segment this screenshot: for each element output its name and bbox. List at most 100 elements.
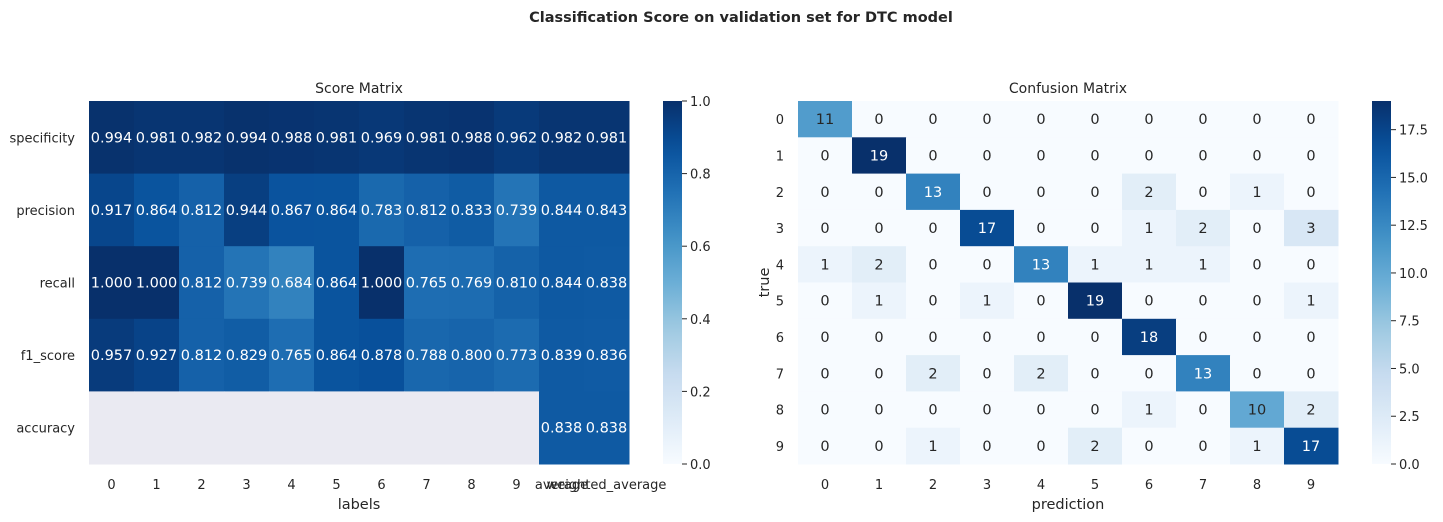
cell-value-label: 0 — [874, 366, 883, 382]
heatmap-cell — [852, 282, 907, 320]
cell-value-label: 0.783 — [361, 203, 403, 219]
cell-value-label: 1 — [1306, 294, 1315, 310]
cell-value-label: 0.864 — [136, 203, 178, 219]
heatmap-cell — [852, 101, 907, 138]
x-tick-label: 3 — [242, 478, 250, 493]
heatmap-cell — [314, 101, 360, 175]
heatmap-cell — [852, 209, 907, 247]
heatmap-cell — [134, 101, 180, 175]
cell-value-label: 1 — [982, 294, 991, 310]
heatmap-cell — [1230, 209, 1285, 247]
cell-value-label: 0 — [874, 330, 883, 346]
heatmap-cell — [1284, 318, 1339, 356]
cell-value-label: 0 — [928, 403, 937, 419]
heatmap-cell — [1176, 282, 1231, 320]
heatmap-cell — [584, 173, 630, 247]
heatmap-cell — [1122, 427, 1177, 465]
cell-value-label: 0.844 — [541, 276, 583, 292]
cell-value-label: 0 — [982, 257, 991, 273]
colorbar-tick-label: 10.0 — [1399, 267, 1428, 282]
cell-value-label: 0 — [982, 366, 991, 382]
heatmap-cell — [1014, 101, 1069, 138]
cell-value-label: 0.838 — [586, 421, 628, 437]
cell-value-label: 0.684 — [271, 276, 313, 292]
cell-value-label: 0 — [928, 221, 937, 237]
heatmap-cell — [449, 246, 495, 320]
heatmap-cell-empty — [314, 391, 360, 465]
colorbar-tick-label: 0.4 — [690, 313, 711, 328]
heatmap-cell — [960, 209, 1015, 247]
cell-value-label: 0.988 — [451, 130, 493, 146]
heatmap-cell — [906, 355, 961, 392]
heatmap-cell — [852, 391, 907, 429]
cell-value-label: 18 — [1140, 330, 1158, 346]
y-tick-label: recall — [40, 277, 75, 292]
heatmap-cell — [314, 173, 360, 247]
cell-value-label: 0 — [1252, 257, 1261, 273]
heatmap-cell-empty — [134, 391, 180, 465]
cell-value-label: 11 — [816, 112, 834, 128]
heatmap-cell — [224, 246, 270, 320]
cell-value-label: 1 — [874, 294, 883, 310]
cell-value-label: 0 — [1198, 330, 1207, 346]
heatmap-cell — [89, 101, 135, 175]
heatmap-cell — [906, 137, 961, 175]
cell-value-label: 0 — [1198, 148, 1207, 164]
heatmap-cell — [359, 246, 405, 320]
cell-value-label: 0.838 — [541, 421, 583, 437]
heatmap-cell — [798, 137, 853, 175]
heatmap-cell — [960, 318, 1015, 356]
cell-value-label: 13 — [1194, 366, 1212, 382]
x-tick-label: 3 — [983, 478, 991, 493]
heatmap-cell — [539, 391, 585, 465]
heatmap-cell — [584, 246, 630, 320]
cell-value-label: 0.739 — [226, 276, 268, 292]
heatmap-cell — [1014, 318, 1069, 356]
heatmap-cell — [852, 318, 907, 356]
cell-value-label: 0 — [928, 257, 937, 273]
cell-value-label: 0 — [1306, 185, 1315, 201]
colorbar-tick-label: 15.0 — [1399, 171, 1428, 186]
heatmap-cell — [798, 391, 853, 429]
cell-value-label: 0 — [1090, 185, 1099, 201]
cell-value-label: 0 — [1090, 330, 1099, 346]
heatmap-cell — [404, 101, 450, 175]
cell-value-label: 17 — [1302, 439, 1320, 455]
heatmap-cell-empty — [89, 391, 135, 465]
heatmap-cell — [1068, 427, 1123, 465]
cell-value-label: 0 — [1198, 112, 1207, 128]
cell-value-label: 0 — [874, 439, 883, 455]
cell-value-label: 0.957 — [91, 348, 133, 364]
heatmap-cell-empty — [269, 391, 315, 465]
heatmap-cell — [1014, 137, 1069, 175]
heatmap-cell — [798, 282, 853, 320]
heatmap-cell — [906, 282, 961, 320]
cell-value-label: 0 — [982, 148, 991, 164]
x-tick-label: 1 — [875, 478, 883, 493]
y-tick-label: f1_score — [21, 349, 75, 364]
cell-value-label: 0 — [1144, 148, 1153, 164]
cell-value-label: 0 — [1036, 403, 1045, 419]
heatmap-cell — [494, 318, 540, 392]
cell-value-label: 0 — [820, 330, 829, 346]
y-tick-label: 0 — [776, 113, 784, 128]
heatmap-cell — [1014, 391, 1069, 429]
heatmap-cell — [1014, 209, 1069, 247]
heatmap-cell — [269, 101, 315, 175]
heatmap-cell — [359, 101, 405, 175]
colorbar-tick-label: 5.0 — [1399, 362, 1420, 377]
cell-value-label: 0 — [1036, 148, 1045, 164]
cell-value-label: 0.981 — [406, 130, 448, 146]
cell-value-label: 0 — [874, 221, 883, 237]
cell-value-label: 0 — [1090, 148, 1099, 164]
heatmap-cell — [1122, 318, 1177, 356]
heatmap-cell — [1014, 355, 1069, 392]
heatmap-cell — [1284, 209, 1339, 247]
heatmap-cell — [960, 173, 1015, 211]
y-tick-label: 7 — [776, 367, 784, 382]
heatmap-cell — [1230, 137, 1285, 175]
heatmap-cell — [798, 427, 853, 465]
heatmap-cell — [798, 209, 853, 247]
heatmap-cell — [179, 246, 225, 320]
heatmap-cell — [852, 137, 907, 175]
